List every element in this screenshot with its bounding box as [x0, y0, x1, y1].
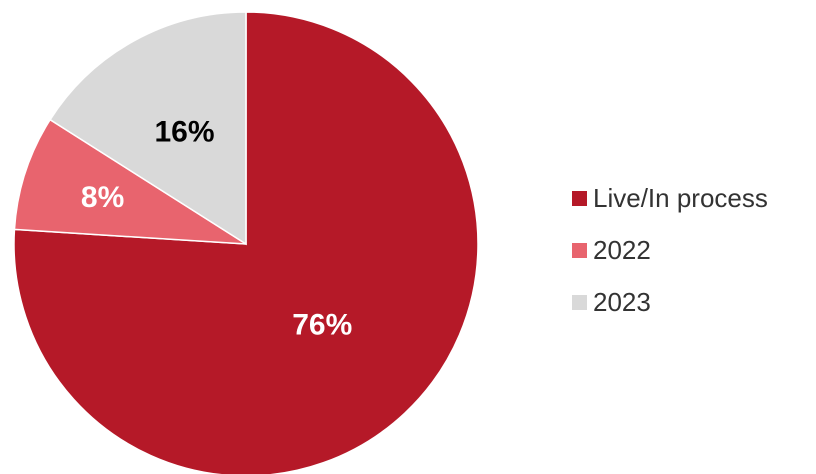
pie-slice-2022 — [13, 118, 247, 245]
legend-swatch-2023 — [572, 294, 587, 310]
legend-item-2022: 2022 — [572, 224, 768, 276]
pie-slice-2023 — [49, 11, 247, 246]
data-label-live-in-process: 76% — [292, 309, 352, 342]
legend-item-2023: 2023 — [572, 276, 768, 328]
data-label-2022: 8% — [81, 181, 124, 214]
legend-label-live-in-process: Live/In process — [593, 182, 768, 213]
legend-swatch-2022 — [572, 242, 587, 258]
pie-slices — [13, 11, 479, 474]
legend-swatch-live-in-process — [572, 190, 587, 206]
legend-item-live-in-process: Live/In process — [572, 172, 768, 224]
legend-label-2022: 2022 — [593, 234, 651, 265]
legend: Live/In process 2022 2023 — [572, 172, 768, 328]
pie-data-labels: 76% 8% 16% — [81, 116, 352, 342]
data-label-2023: 16% — [155, 116, 215, 149]
legend-label-2023: 2023 — [593, 286, 651, 317]
